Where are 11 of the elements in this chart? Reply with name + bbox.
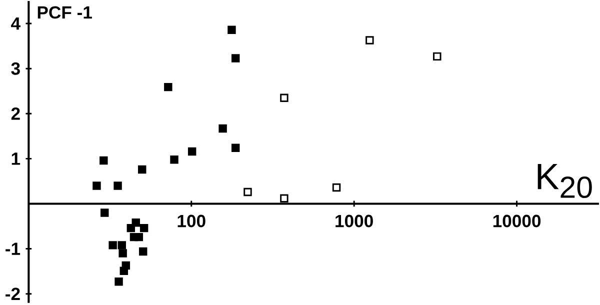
y-tick-label: 1: [12, 152, 20, 165]
y-tick-label: -1: [6, 242, 20, 255]
y-tick-label: 4: [11, 18, 20, 30]
x-axis-title: K$_{20}$: [538, 164, 592, 198]
x-tick-label: 10000: [493, 214, 541, 228]
y-axis-title: PCF -1: [38, 6, 92, 19]
y-tick-label: 3: [11, 62, 20, 75]
y-tick-label: 2: [11, 108, 20, 120]
y-tick-label: -2: [6, 288, 20, 300]
x-tick-label: 1000: [336, 214, 373, 228]
x-tick-label: 100: [178, 214, 206, 228]
